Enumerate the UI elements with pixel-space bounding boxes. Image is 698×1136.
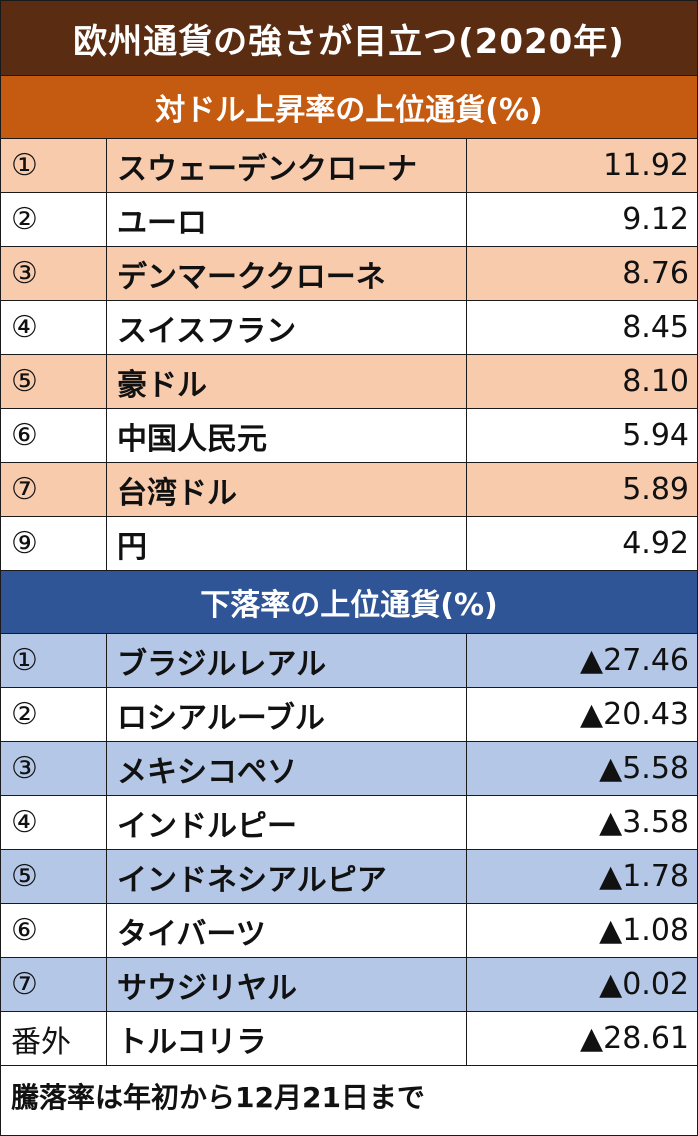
- change-rate-cell: ▲28.61: [580, 1021, 689, 1056]
- rank-cell: ①: [1, 634, 107, 687]
- change-rate-cell: 11.92: [603, 148, 689, 183]
- table-row: ② ロシアルーブル ▲20.43: [1, 688, 697, 742]
- table-row: 番外 トルコリラ ▲28.61: [1, 1012, 697, 1066]
- change-rate-cell: ▲1.08: [599, 913, 689, 948]
- change-rate-cell: ▲1.78: [599, 859, 689, 894]
- rank-cell: ⑦: [1, 463, 107, 516]
- currency-name-cell: デンマーククローネ: [107, 247, 467, 300]
- table-row: ③ デンマーククローネ 8.76: [1, 247, 697, 301]
- table-row: ① ブラジルレアル ▲27.46: [1, 634, 697, 688]
- rank-cell: ④: [1, 796, 107, 849]
- change-rate-cell: 4.92: [622, 526, 689, 561]
- change-rate-cell: 8.10: [622, 364, 689, 399]
- change-rate-cell: ▲3.58: [599, 805, 689, 840]
- currency-name-cell: スイスフラン: [107, 301, 467, 354]
- currency-name-cell: トルコリラ: [107, 1012, 467, 1065]
- table-title: 欧州通貨の強さが目立つ(2020年): [1, 1, 697, 76]
- change-rate-cell: ▲5.58: [599, 751, 689, 786]
- change-rate-cell: 5.89: [622, 472, 689, 507]
- rank-cell: 番外: [1, 1012, 107, 1065]
- table-row: ⑥ タイバーツ ▲1.08: [1, 904, 697, 958]
- rank-cell: ③: [1, 247, 107, 300]
- rank-cell: ⑥: [1, 904, 107, 957]
- rank-cell: ②: [1, 688, 107, 741]
- change-rate-cell: 9.12: [622, 202, 689, 237]
- rank-cell: ④: [1, 301, 107, 354]
- currency-name-cell: メキシコペソ: [107, 742, 467, 795]
- rank-cell: ①: [1, 139, 107, 192]
- table-row: ⑦ 台湾ドル 5.89: [1, 463, 697, 517]
- rank-cell: ⑦: [1, 958, 107, 1011]
- change-rate-cell: ▲20.43: [580, 697, 689, 732]
- table-row: ⑨ 円 4.92: [1, 517, 697, 571]
- currency-name-cell: ブラジルレアル: [107, 634, 467, 687]
- currency-name-cell: 豪ドル: [107, 355, 467, 408]
- table-row: ⑦ サウジリヤル ▲0.02: [1, 958, 697, 1012]
- rank-cell: ③: [1, 742, 107, 795]
- currency-name-cell: インドルピー: [107, 796, 467, 849]
- currency-name-cell: インドネシアルピア: [107, 850, 467, 903]
- rank-cell: ⑨: [1, 517, 107, 570]
- currency-name-cell: サウジリヤル: [107, 958, 467, 1011]
- table-row: ② ユーロ 9.12: [1, 193, 697, 247]
- currency-name-cell: ロシアルーブル: [107, 688, 467, 741]
- currency-name-cell: スウェーデンクローナ: [107, 139, 467, 192]
- currency-name-cell: ユーロ: [107, 193, 467, 246]
- falling-section-header: 下落率の上位通貨(%): [1, 571, 697, 634]
- table-row: ④ インドルピー ▲3.58: [1, 796, 697, 850]
- currency-name-cell: 台湾ドル: [107, 463, 467, 516]
- change-rate-cell: 8.76: [622, 256, 689, 291]
- rank-cell: ⑤: [1, 355, 107, 408]
- change-rate-cell: 8.45: [622, 310, 689, 345]
- change-rate-cell: 5.94: [622, 418, 689, 453]
- change-rate-cell: ▲27.46: [580, 643, 689, 678]
- rank-cell: ⑥: [1, 409, 107, 462]
- currency-name-cell: 中国人民元: [107, 409, 467, 462]
- currency-name-cell: タイバーツ: [107, 904, 467, 957]
- table-row: ⑤ インドネシアルピア ▲1.78: [1, 850, 697, 904]
- falling-rows: ① ブラジルレアル ▲27.46 ② ロシアルーブル ▲20.43 ③ メキシコペソ ▲5.58…: [1, 634, 697, 1066]
- change-rate-cell: ▲0.02: [599, 967, 689, 1002]
- table-row: ④ スイスフラン 8.45: [1, 301, 697, 355]
- rank-cell: ⑤: [1, 850, 107, 903]
- table-row: ③ メキシコペソ ▲5.58: [1, 742, 697, 796]
- rising-rows: ① スウェーデンクローナ 11.92 ② ユーロ 9.12 ③ デンマーククローネ 8.76 ④ ス…: [1, 139, 697, 571]
- currency-name-cell: 円: [107, 517, 467, 570]
- table-row: ⑤ 豪ドル 8.10: [1, 355, 697, 409]
- footer-note: 騰落率は年初から12月21日まで: [11, 1081, 425, 1114]
- rising-section-header: 対ドル上昇率の上位通貨(%): [1, 76, 697, 139]
- rank-cell: ②: [1, 193, 107, 246]
- table-row: ① スウェーデンクローナ 11.92: [1, 139, 697, 193]
- table-row: ⑥ 中国人民元 5.94: [1, 409, 697, 463]
